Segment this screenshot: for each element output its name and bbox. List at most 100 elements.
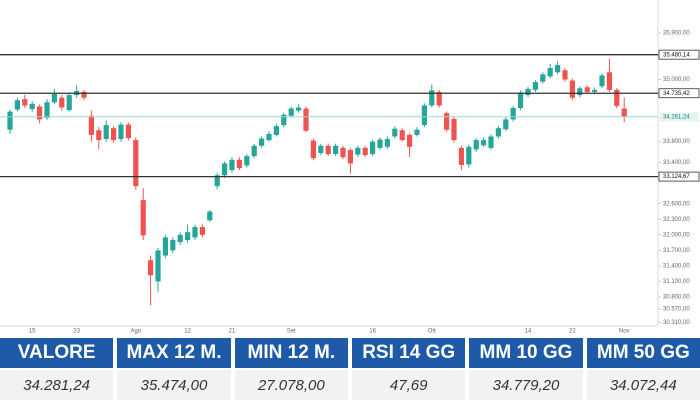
candle-body — [37, 106, 43, 120]
candle-body — [407, 134, 413, 147]
candle-body — [273, 126, 279, 135]
x-tick-label: Nov — [619, 329, 630, 335]
candle-body — [51, 94, 57, 103]
candle-body — [162, 237, 168, 256]
candle-body — [59, 97, 65, 108]
table-value: 34.281,24 — [0, 370, 114, 400]
candle-body — [325, 145, 331, 155]
y-tick-label: 32.300,00 — [663, 217, 690, 223]
candle-body — [347, 149, 353, 164]
x-tick-label: 16 — [369, 329, 376, 335]
candle-body — [510, 108, 516, 120]
candle-body — [118, 124, 124, 140]
candle-body — [525, 88, 531, 96]
table-value: 34.072,44 — [586, 370, 700, 400]
candle-body — [614, 89, 620, 106]
y-tick-label: 35.900,00 — [663, 31, 690, 37]
x-tick-label: 15 — [29, 329, 36, 335]
stats-table: VALORE MAX 12 M. MIN 12 M. RSI 14 GG MM 10 G… — [0, 338, 700, 400]
candle-body — [29, 103, 35, 110]
table-header: MM 50 GG — [586, 338, 700, 368]
candle-body — [81, 91, 87, 98]
candle-body — [429, 90, 435, 106]
y-tick-label: 31.100,00 — [663, 279, 690, 285]
candle-body — [592, 89, 598, 92]
candle-body — [377, 139, 383, 148]
candle-body — [481, 140, 487, 146]
candle-body — [266, 133, 272, 141]
candle-body — [177, 234, 183, 243]
candle-body — [436, 91, 442, 106]
candle-body — [540, 74, 546, 82]
candle-body — [222, 163, 228, 176]
candle-body — [133, 140, 139, 187]
y-tick-label: 31.400,00 — [663, 263, 690, 269]
candle-body — [451, 118, 457, 141]
candle-body — [384, 139, 390, 147]
x-tick-label: 21 — [229, 329, 236, 335]
candle-body — [340, 147, 346, 158]
candle-body — [495, 128, 501, 137]
candle-body — [125, 124, 131, 139]
candle-body — [170, 240, 176, 251]
candle-body — [584, 87, 590, 92]
table-header: MM 10 GG — [469, 338, 583, 368]
candle-body — [569, 80, 575, 98]
x-tick-label: 12 — [184, 329, 191, 335]
candle-body — [606, 72, 612, 90]
candle-body — [22, 99, 28, 106]
y-tick-label: 30.800,00 — [663, 295, 690, 301]
candle-body — [414, 129, 420, 135]
y-tick-label: 30.570,00 — [663, 306, 690, 312]
candle-body — [192, 227, 198, 238]
candle-body — [185, 232, 191, 240]
candle-body — [421, 105, 427, 126]
candle-body — [88, 115, 94, 135]
table-value: 35.474,00 — [117, 370, 231, 400]
candle-body — [140, 200, 146, 236]
candle-body — [392, 128, 398, 137]
level-label-box — [658, 171, 700, 182]
chart: 35.900,00 35.000,00 33.800,00 33.400,00 32.6… — [0, 0, 700, 335]
candle-body — [466, 146, 472, 165]
table-header: VALORE — [0, 338, 114, 368]
candle-body — [288, 108, 294, 116]
level-label: 35.480,14 — [663, 52, 690, 58]
y-tick-label: 32.000,00 — [663, 232, 690, 238]
x-tick-label: Ott — [428, 329, 436, 335]
level-label: 34.735,42 — [663, 91, 690, 97]
candle-body — [111, 128, 117, 141]
candle-body — [259, 138, 265, 146]
y-tick-label: 32.600,00 — [663, 201, 690, 207]
y-tick-label: 30.310,00 — [663, 320, 690, 326]
candle-body — [621, 108, 627, 117]
candle-body — [370, 141, 376, 155]
table-header: MIN 12 M. — [234, 338, 348, 368]
table-value: 47,69 — [352, 370, 466, 400]
candle-body — [555, 65, 561, 73]
table-header: RSI 14 GG — [352, 338, 466, 368]
candle-body — [399, 130, 405, 141]
candle-body — [14, 100, 20, 110]
y-tick-label: 31.700,00 — [663, 248, 690, 254]
candle-body — [96, 130, 102, 141]
candle-body — [303, 108, 309, 131]
candle-body — [318, 145, 324, 154]
candle-body — [599, 75, 605, 87]
candle-body — [199, 227, 205, 235]
candle-body — [236, 159, 242, 169]
candle-body — [355, 147, 361, 155]
x-tick-label: 23 — [73, 329, 80, 335]
last-price-box — [659, 112, 699, 122]
candle-body — [458, 147, 464, 165]
candle-body — [577, 88, 583, 96]
candle-body — [333, 145, 339, 155]
x-tick-label: 14 — [525, 329, 532, 335]
candle-body — [7, 111, 13, 130]
candle-body — [488, 136, 494, 148]
candle-body — [503, 119, 509, 130]
y-tick-label: 35.000,00 — [663, 77, 690, 83]
table-header: MAX 12 M. — [117, 338, 231, 368]
candle-body — [103, 125, 109, 140]
